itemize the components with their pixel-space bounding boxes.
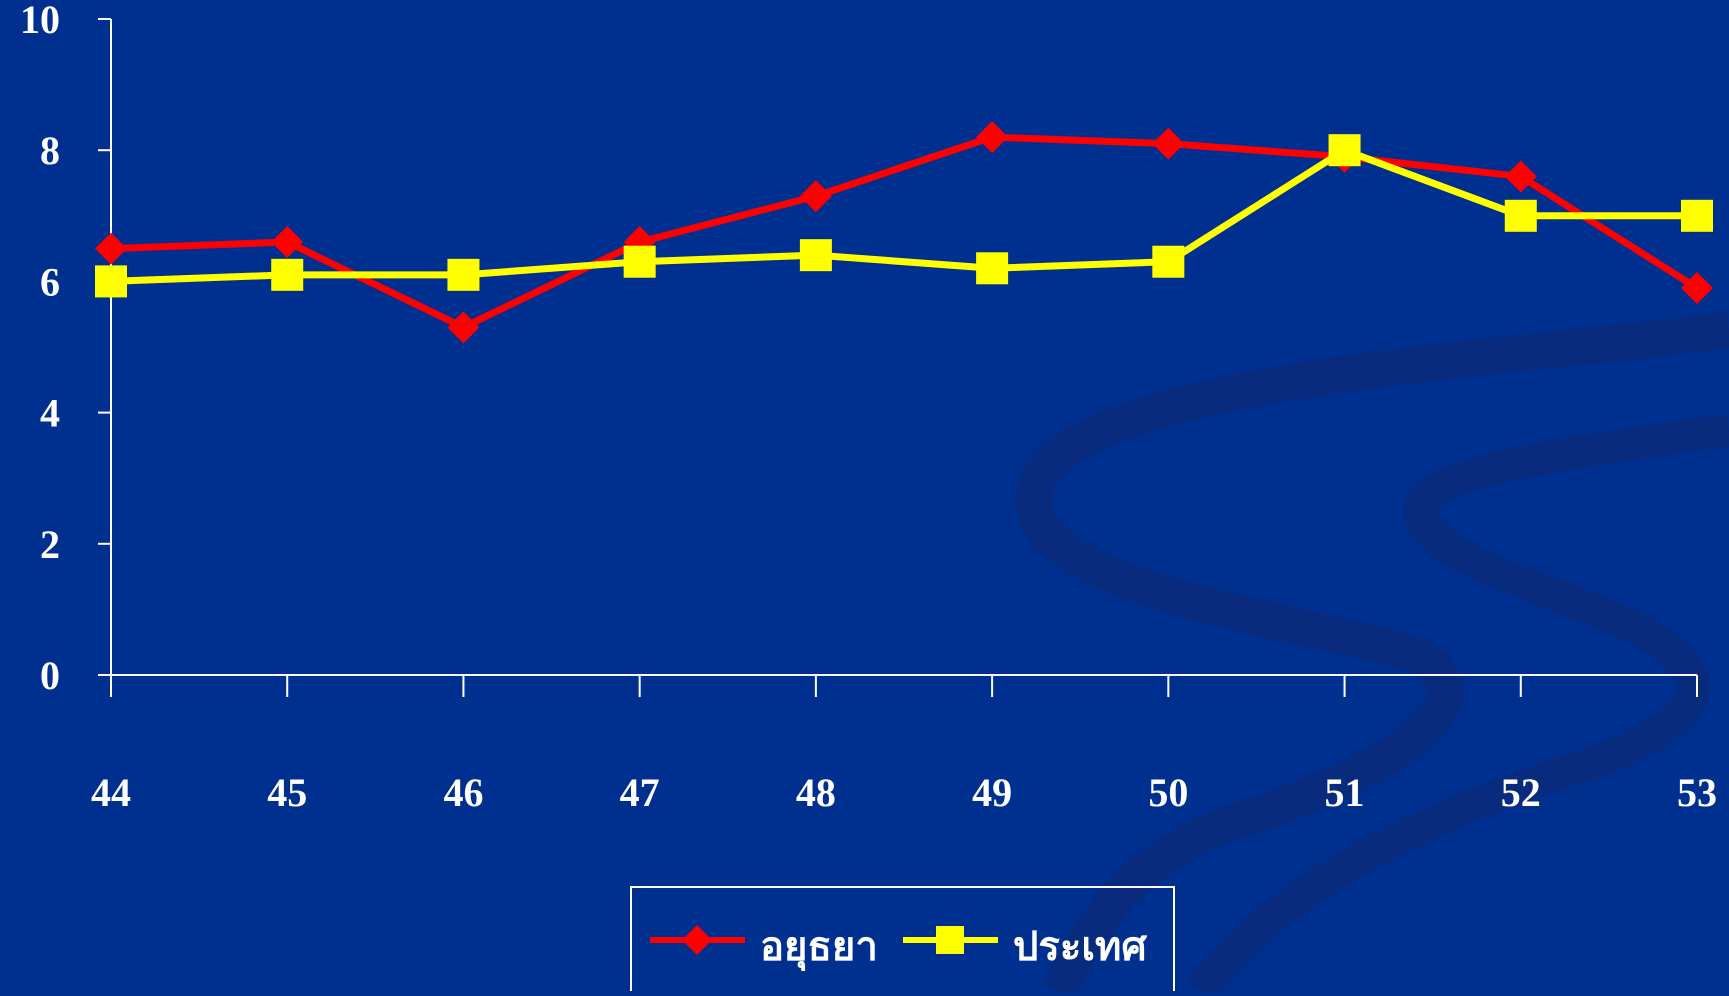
y-axis-ticks: 0 2 4 6 8 10 xyxy=(20,0,111,698)
y-tick-label-2: 4 xyxy=(40,391,60,436)
legend-swatch-marker-2 xyxy=(936,926,964,954)
swirl-band-right xyxy=(1187,414,1729,996)
series-1 xyxy=(95,121,1713,344)
background-swirl-decoration xyxy=(1015,312,1729,996)
x-tick-label-6: 50 xyxy=(1148,770,1188,815)
x-tick-label-9: 53 xyxy=(1677,770,1717,815)
x-tick-label-1: 45 xyxy=(267,770,307,815)
series-1-point-4 xyxy=(799,180,832,213)
series-2-line xyxy=(110,146,1697,285)
series-2-point-3 xyxy=(623,245,656,278)
legend-swatch-marker-1 xyxy=(682,925,712,955)
series-1-point-3 xyxy=(623,226,656,259)
series-2-point-1 xyxy=(271,258,304,291)
y-tick-label-1: 2 xyxy=(40,522,60,567)
x-axis-ticks: 44 45 46 47 48 49 50 51 52 53 xyxy=(91,675,1717,815)
series-1-point-2 xyxy=(447,311,480,344)
series-1-point-8 xyxy=(1504,160,1537,193)
legend-label-2: ประเทศ xyxy=(1013,924,1147,969)
series-1-line xyxy=(110,133,1699,331)
series-2-point-9 xyxy=(1681,199,1713,232)
series-2 xyxy=(95,134,1713,298)
axes xyxy=(110,19,1697,676)
series-2-point-7 xyxy=(1328,134,1361,167)
y-tick-label-0: 0 xyxy=(40,653,60,698)
x-tick-label-4: 48 xyxy=(796,770,836,815)
series-2-point-6 xyxy=(1152,245,1185,278)
series-1-point-6 xyxy=(1152,127,1185,160)
series-layer xyxy=(95,121,1713,344)
y-tick-label-3: 6 xyxy=(40,259,60,304)
legend: อยุธยา ประเทศ xyxy=(630,886,1175,996)
series-2-point-2 xyxy=(447,258,480,291)
series-2-point-8 xyxy=(1504,199,1537,232)
legend-box xyxy=(630,886,1175,996)
series-1-point-9 xyxy=(1681,271,1713,304)
x-tick-label-0: 44 xyxy=(91,770,131,815)
x-tick-label-7: 51 xyxy=(1325,770,1365,815)
y-tick-label-4: 8 xyxy=(40,128,60,173)
x-tick-label-8: 52 xyxy=(1501,770,1541,815)
series-1-point-0 xyxy=(95,232,127,265)
y-tick-label-5: 10 xyxy=(20,0,60,42)
x-tick-label-5: 49 xyxy=(972,770,1012,815)
series-1-point-5 xyxy=(976,121,1009,154)
swirl-band-left xyxy=(1015,312,1729,996)
series-1-point-1 xyxy=(271,226,304,259)
series-2-point-4 xyxy=(799,239,832,272)
series-2-point-5 xyxy=(976,252,1009,285)
x-tick-label-2: 46 xyxy=(443,770,483,815)
x-tick-label-3: 47 xyxy=(620,770,660,815)
series-2-point-0 xyxy=(95,265,127,298)
legend-label-1: อยุธยา xyxy=(760,924,878,972)
